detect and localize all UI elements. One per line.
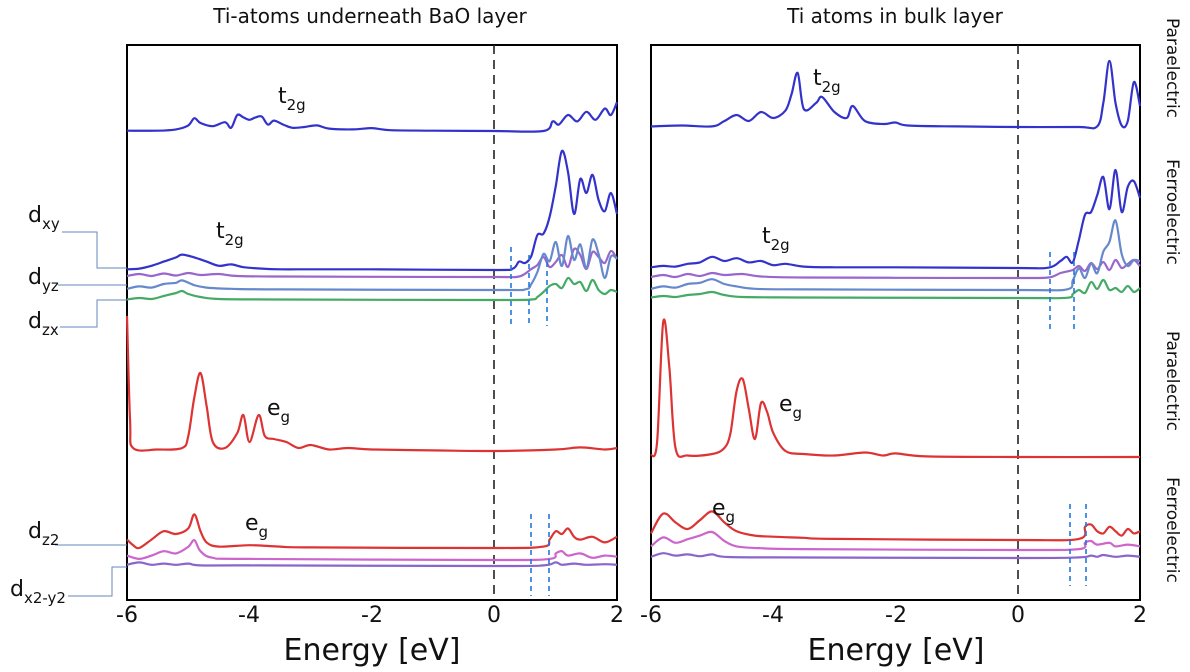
right-x-ticks: -6 -4 -2 0 2 (640, 603, 1147, 628)
orbital-leader-lines (55, 231, 127, 597)
dos-curve-dx2-y2 (650, 530, 1141, 552)
left-eg-ferro-label: eg (245, 511, 268, 541)
dos-curve-dz2 (650, 510, 1141, 542)
dos-curve-dzx (650, 219, 1141, 292)
tick-label: 2 (1133, 603, 1147, 628)
orbital-label-dxy: dxy (28, 203, 60, 233)
right-panel-title: Ti atoms in bulk layer (786, 4, 1004, 28)
tick-label: 0 (1011, 603, 1025, 628)
tick-label: 2 (610, 603, 624, 628)
left-eg-para-label: eg (267, 396, 290, 426)
row-label-ferroelectric-bottom: Ferroelectric (1162, 477, 1182, 583)
right-plot-frame (650, 44, 1141, 601)
dos-curve-dxy (126, 149, 619, 272)
right-eg-para-label: eg (779, 392, 802, 422)
band-edge-markers (510, 247, 1087, 596)
left-panel-title: Ti-atoms underneath BaO layer (212, 4, 527, 28)
left-x-ticks: -6 -4 -2 0 2 (116, 603, 624, 628)
left-t2g-ferro-label: t2g (216, 219, 244, 249)
row-label-paraelectric-bottom: Paraelectric (1162, 331, 1182, 431)
dos-curve-dz2 (126, 513, 618, 550)
tick-label: -4 (762, 603, 784, 628)
row-label-ferroelectric-top: Ferroelectric (1162, 159, 1182, 265)
orbital-label-dyz: dyz (28, 265, 59, 295)
dos-curve-t2g (650, 59, 1142, 130)
dos-curves (125, 59, 1142, 568)
dos-curve-dxy (650, 168, 1142, 270)
dos-curve-dyz (650, 258, 1141, 280)
orbital-label-dzx: dzx (28, 309, 59, 339)
tick-label: -4 (238, 603, 260, 628)
tick-label: -2 (885, 603, 907, 628)
right-t2g-para-label: t2g (813, 66, 841, 96)
dos-curve-eg (649, 318, 1141, 459)
right-eg-ferro-label: eg (712, 496, 735, 526)
dos-curve-green (650, 278, 1141, 300)
left-t2g-para-label: t2g (278, 84, 306, 114)
tick-label: -2 (361, 603, 383, 628)
dos-curve-dzx (126, 234, 618, 292)
orbital-label-dz2: dz2 (28, 519, 59, 549)
right-x-axis-label: Energy [eV] (808, 633, 985, 668)
orbital-label-dx2-y2: dx2-y2 (10, 577, 66, 607)
row-label-paraelectric-top: Paraelectric (1162, 18, 1182, 118)
tick-label: -6 (640, 603, 662, 628)
dos-curve-t2g (126, 101, 619, 133)
dos-curve-dx2-y2 (126, 539, 618, 562)
tick-label: 0 (487, 603, 501, 628)
dos-curve-eg-other (650, 552, 1141, 560)
dos-curve-green (126, 276, 618, 302)
right-t2g-ferro-label: t2g (762, 224, 790, 254)
dos-curve-eg (125, 315, 618, 453)
tick-label: -6 (116, 603, 138, 628)
left-x-axis-label: Energy [eV] (284, 633, 461, 668)
dos-curve-eg-other (126, 561, 618, 568)
